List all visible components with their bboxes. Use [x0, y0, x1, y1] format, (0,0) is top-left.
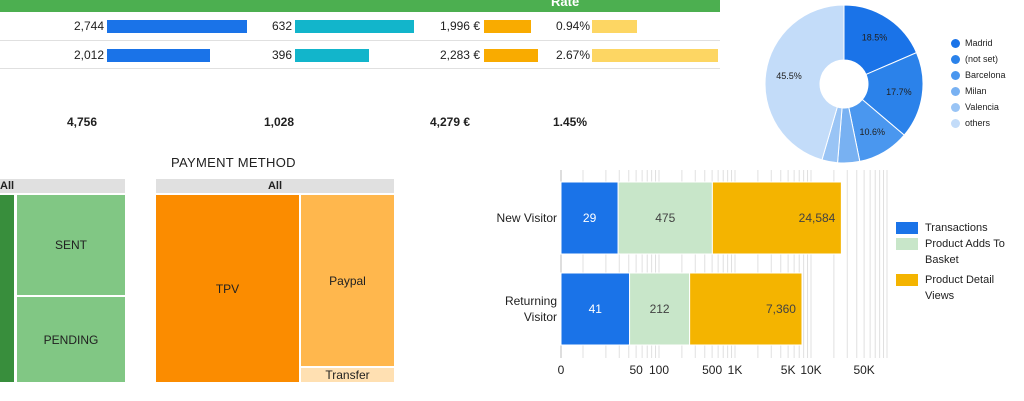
pie-slice[interactable]	[861, 51, 924, 136]
bar-legend-label: Transactions	[925, 222, 988, 234]
treemap-cell-paypal[interactable]: Paypal	[301, 195, 394, 366]
users-value: 396	[271, 48, 292, 62]
bar-legend-item[interactable]: Transactions	[896, 222, 1024, 254]
pie-legend-item[interactable]: Milan	[951, 86, 987, 97]
x-tick-label: 500	[702, 363, 722, 377]
legend-dot-icon	[951, 39, 960, 49]
treemap-cell-tpv[interactable]: TPV	[156, 195, 299, 382]
users-value: 632	[271, 19, 292, 33]
table-header-bar	[0, 0, 720, 12]
sessions-bar	[107, 49, 210, 62]
bar-segment[interactable]	[560, 181, 619, 255]
x-tick-label: 100	[649, 363, 669, 377]
pie-slice-label: 17.7%	[886, 87, 912, 97]
pie-legend-label: (not set)	[965, 54, 999, 64]
sessions-bar	[107, 20, 247, 33]
sessions-value: 2,012	[73, 48, 104, 62]
revenue-value: 2,283 €	[439, 48, 480, 62]
legend-dot-icon	[951, 71, 960, 81]
pie-legend-label: Milan	[965, 86, 987, 96]
treemap-cell-label: Paypal	[329, 273, 366, 288]
pie-legend-label: Barcelona	[965, 70, 1006, 80]
pie-legend-item[interactable]: (not set)	[951, 54, 999, 65]
table-row-divider	[0, 40, 720, 41]
bar-legend-label: Product Adds To Basket	[925, 238, 1005, 266]
pie-legend-item[interactable]: Madrid	[951, 38, 993, 49]
rate-bar	[592, 20, 637, 33]
pie-slice[interactable]	[843, 4, 918, 76]
treemap-cell-pending[interactable]: PENDING	[17, 297, 125, 382]
treemap-cell-sent[interactable]: SENT	[17, 195, 125, 295]
legend-swatch-icon	[896, 238, 918, 250]
bar-value-label: 7,360	[766, 302, 796, 316]
bar-segment[interactable]	[689, 272, 803, 346]
bar-value-label: 475	[655, 211, 675, 225]
bar-value-label: 41	[589, 302, 603, 316]
bar-segment[interactable]	[711, 181, 842, 255]
bar-legend-item[interactable]: Product Adds To Basket	[896, 238, 1024, 270]
pie-legend-item[interactable]: others	[951, 118, 991, 129]
city-donut-chart: 18.5% 17.7% 10.6% 45.5%	[764, 4, 924, 164]
legend-dot-icon	[951, 55, 960, 65]
rate-total: 1.45%	[553, 115, 588, 129]
revenue-value: 1,996 €	[439, 19, 480, 33]
category-label: New Visitor	[497, 211, 557, 225]
rate-column-header: Rate	[551, 0, 580, 9]
rate-bar	[592, 49, 718, 62]
users-bar	[295, 20, 414, 33]
sessions-value: 2,744	[73, 19, 104, 33]
pie-legend-item[interactable]: Barcelona	[951, 70, 1006, 81]
treemap-header-label: All	[0, 180, 15, 192]
legend-swatch-icon	[896, 222, 918, 234]
pie-legend-label: Madrid	[965, 38, 993, 48]
legend-dot-icon	[951, 103, 960, 113]
x-tick-label: 5K	[781, 363, 796, 377]
legend-swatch-icon	[896, 274, 918, 286]
legend-dot-icon	[951, 87, 960, 97]
legend-dot-icon	[951, 119, 960, 129]
pie-slice-label: 10.6%	[859, 127, 885, 137]
treemap-payment-header[interactable]: All	[156, 179, 394, 193]
treemap-cell-main[interactable]	[0, 195, 14, 382]
users-total: 1,028	[264, 115, 295, 129]
pie-slice-label: 18.5%	[862, 33, 888, 43]
bar-segment[interactable]	[560, 272, 631, 346]
rate-value: 0.94%	[555, 19, 590, 33]
sessions-total: 4,756	[67, 115, 98, 129]
treemap-cell-label: SENT	[54, 238, 87, 252]
pie-legend-label: Valencia	[965, 102, 999, 112]
bar-legend-label: Product Detail Views	[925, 274, 995, 302]
revenue-bar	[484, 20, 531, 33]
bar-segment[interactable]	[617, 181, 713, 255]
revenue-bar	[484, 49, 538, 62]
treemap-cell-label: Transfer	[325, 368, 370, 382]
treemap-cell-label: PENDING	[43, 332, 99, 347]
bar-value-label: 29	[583, 211, 597, 225]
treemap-status-header[interactable]: All	[0, 179, 125, 193]
x-tick-label: 50	[629, 363, 643, 377]
pie-slice[interactable]	[764, 4, 845, 161]
x-tick-label: 1K	[728, 363, 743, 377]
table-row-divider	[0, 68, 720, 69]
visitor-type-bar-chart: 0 50 100 500 1K 5K 10K 50K 29 475 24,584 New Visito…	[497, 170, 888, 377]
pie-legend-item[interactable]: Valencia	[951, 102, 999, 113]
x-tick-label: 10K	[800, 363, 821, 377]
revenue-total: 4,279 €	[430, 115, 471, 129]
payment-method-title: PAYMENT METHOD	[171, 155, 296, 170]
category-label: Visitor	[524, 310, 557, 324]
bar-legend-item[interactable]: Product Detail Views	[896, 274, 1024, 306]
x-tick-label: 50K	[853, 363, 874, 377]
category-label: Returning	[505, 294, 557, 308]
bar-segment[interactable]	[629, 272, 691, 346]
treemap-cell-transfer[interactable]: Transfer	[301, 368, 394, 382]
pie-slice-label: 45.5%	[776, 71, 802, 81]
users-bar	[295, 49, 369, 62]
bar-value-label: 212	[650, 302, 670, 316]
rate-value: 2.67%	[555, 48, 590, 62]
x-tick-label: 0	[558, 363, 565, 377]
treemap-header-label: All	[267, 180, 283, 192]
pie-legend-label: others	[965, 118, 991, 128]
treemap-cell-label: TPV	[215, 281, 240, 296]
bar-value-label: 24,584	[799, 211, 836, 225]
